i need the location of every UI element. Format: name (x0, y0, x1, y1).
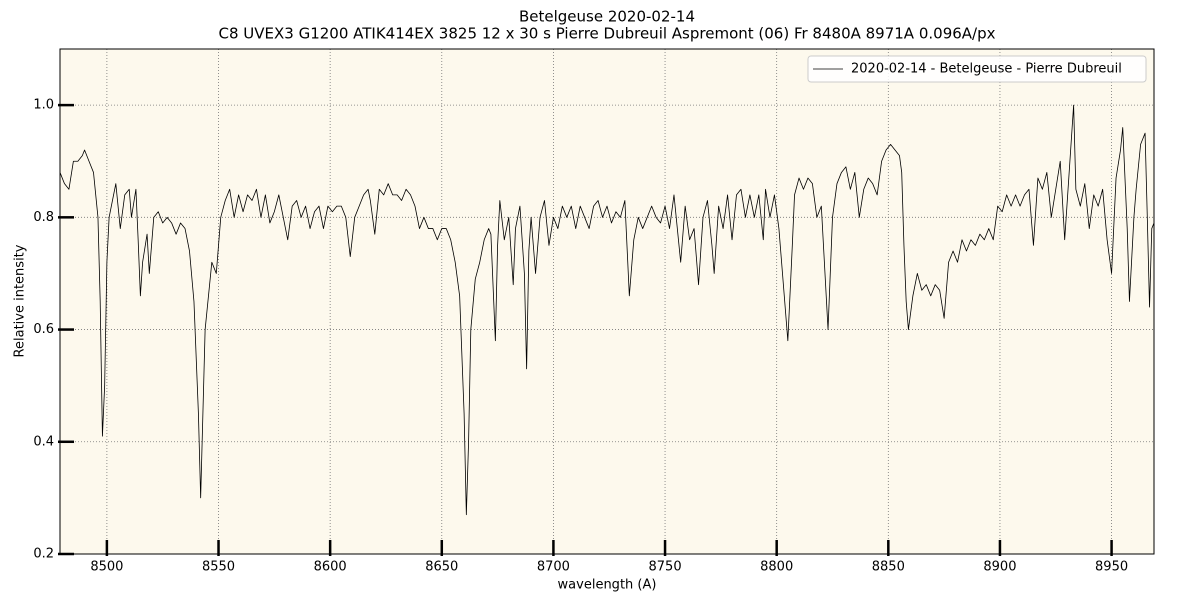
x-tick-label: 8500 (90, 560, 123, 575)
y-tick-label: 0.4 (33, 434, 54, 449)
y-tick-label: 0.2 (33, 547, 54, 562)
legend-box (807, 55, 1147, 83)
x-tick-label: 8950 (1095, 560, 1128, 575)
y-tick-label: 1.0 (33, 98, 54, 113)
data-lines (60, 104, 1154, 516)
x-tick-label: 8900 (983, 560, 1016, 575)
x-axis-label: wavelength (A) (558, 578, 657, 593)
x-tick-label: 8600 (314, 560, 347, 575)
x-tick-label: 8800 (760, 560, 793, 575)
x-tick-label: 8650 (425, 560, 458, 575)
y-axis-label: Relative intensity (13, 244, 28, 357)
legend-label: 2020-02-14 - Betelgeuse - Pierre Dubreui… (851, 62, 1122, 77)
plot-area (60, 49, 1154, 554)
plot-frame (59, 48, 1155, 555)
chart-title: Betelgeuse 2020-02-14 (519, 8, 695, 26)
y-tick-label: 0.8 (33, 210, 54, 225)
ticks: 8500 8550 8600 8650 8700 8750 8800 8850 8900 8950… (33, 98, 1128, 575)
x-tick-label: 8850 (872, 560, 905, 575)
legend: 2020-02-14 - Betelgeuse - Pierre Dubreui… (807, 55, 1147, 83)
spectrum-line (60, 104, 1154, 516)
chart-subtitle: C8 UVEX3 G1200 ATIK414EX 3825 12 x 30 s … (218, 25, 995, 43)
x-tick-label: 8700 (537, 560, 570, 575)
x-tick-label: 8750 (649, 560, 682, 575)
x-tick-label: 8550 (202, 560, 235, 575)
y-tick-label: 0.6 (33, 322, 54, 337)
